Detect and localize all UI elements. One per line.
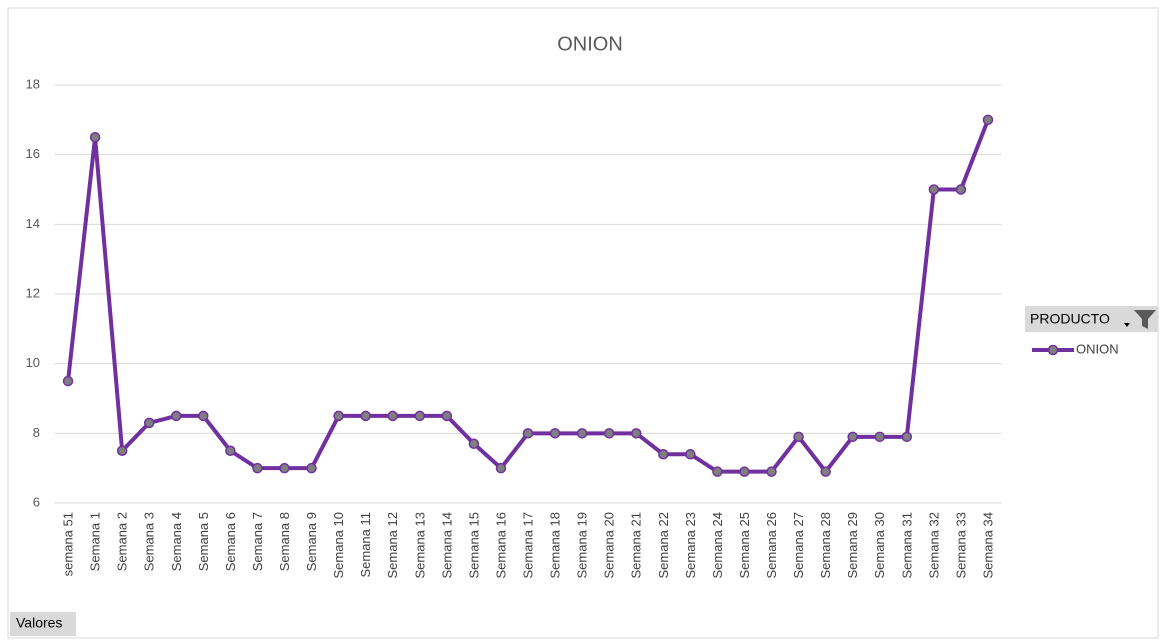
x-tick-label: Semana 5 <box>196 512 211 571</box>
point-marker <box>793 431 804 443</box>
point-marker <box>739 466 750 477</box>
point-marker <box>171 410 182 422</box>
point-marker <box>116 445 128 456</box>
point-marker <box>982 114 994 126</box>
point-marker <box>874 431 885 443</box>
x-tick-label: Semana 25 <box>737 512 752 579</box>
point-marker <box>495 462 507 474</box>
point-marker <box>549 428 561 439</box>
point-marker <box>658 448 669 460</box>
filter-icon <box>1134 310 1156 329</box>
x-tick-label: semana 51 <box>61 512 76 576</box>
chart-title: ONION <box>557 33 623 55</box>
x-tick-label: Semana 28 <box>818 512 833 579</box>
x-tick-label: Semana 8 <box>277 512 292 571</box>
y-tick-label: 6 <box>33 494 40 509</box>
x-tick-label: Semana 32 <box>926 512 941 579</box>
x-tick-label: Semana 7 <box>250 512 265 571</box>
dropdown-arrow <box>1124 323 1130 327</box>
point-marker <box>847 431 858 443</box>
point-marker <box>603 428 615 439</box>
point-marker <box>333 410 344 422</box>
x-tick-label: Semana 13 <box>412 512 427 579</box>
point-marker <box>441 410 453 422</box>
x-tick-label: Semana 4 <box>169 512 184 571</box>
x-tick-label: Semana 23 <box>683 512 698 579</box>
x-tick-label: Semana 12 <box>385 512 400 579</box>
x-tick-label: Semana 9 <box>304 512 319 571</box>
chart-frame <box>7 7 1159 639</box>
y-tick-label: 12 <box>26 285 40 300</box>
x-tick-label: Semana 10 <box>331 512 346 579</box>
x-tick-label: Semana 2 <box>115 512 130 571</box>
x-tick-label: Semana 16 <box>493 512 508 579</box>
point-marker <box>89 132 101 143</box>
y-tick-label: 14 <box>26 216 40 231</box>
point-marker <box>766 466 777 477</box>
values-field-label: Valores <box>16 615 62 631</box>
legend-marker <box>1047 344 1059 356</box>
point-marker <box>143 417 155 429</box>
point-marker <box>685 448 696 460</box>
point-marker <box>252 462 263 474</box>
point-marker <box>576 428 588 439</box>
point-marker <box>360 410 371 422</box>
x-tick-label: Semana 31 <box>899 512 914 579</box>
legend-label: ONION <box>1076 341 1119 356</box>
point-marker <box>62 375 74 387</box>
values-field-button[interactable] <box>10 612 76 636</box>
point-marker <box>279 462 290 474</box>
y-tick-label: 16 <box>26 146 40 161</box>
x-tick-label: Semana 27 <box>791 512 806 579</box>
x-tick-label: Semana 6 <box>223 512 238 571</box>
x-tick-label: Semana 19 <box>575 512 590 579</box>
x-tick-label: Semana 20 <box>602 512 617 579</box>
point-marker <box>901 431 913 443</box>
point-marker <box>955 184 967 195</box>
point-marker <box>414 410 426 422</box>
x-tick-label: Semana 22 <box>656 512 671 579</box>
x-tick-label: Semana 14 <box>439 512 454 579</box>
point-marker <box>522 428 534 439</box>
x-tick-label: Semana 11 <box>358 512 373 578</box>
x-tick-label: Semana 3 <box>142 512 157 571</box>
x-tick-label: Semana 24 <box>710 512 725 579</box>
y-tick-label: 18 <box>26 76 40 91</box>
point-marker <box>928 184 940 195</box>
x-tick-label: Semana 26 <box>764 512 779 579</box>
x-tick-label: Semana 18 <box>548 512 563 579</box>
point-marker <box>306 462 317 474</box>
point-marker <box>198 410 209 422</box>
x-tick-label: Semana 15 <box>466 512 481 579</box>
x-tick-label: Semana 17 <box>521 512 536 579</box>
point-marker <box>387 410 398 422</box>
x-tick-label: Semana 1 <box>88 512 103 571</box>
y-tick-label: 8 <box>33 425 40 440</box>
point-marker <box>225 445 236 456</box>
x-tick-label: Semana 33 <box>953 512 968 579</box>
x-tick-label: Semana 21 <box>629 512 644 579</box>
point-marker <box>820 466 831 477</box>
x-tick-label: Semana 34 <box>980 512 995 579</box>
y-tick-label: 10 <box>26 355 40 370</box>
point-marker <box>712 466 723 477</box>
x-tick-label: Semana 30 <box>872 512 887 579</box>
point-marker <box>630 428 642 439</box>
x-tick-label: Semana 29 <box>845 512 860 579</box>
point-marker <box>468 438 480 450</box>
legend-title: PRODUCTO <box>1030 311 1110 327</box>
